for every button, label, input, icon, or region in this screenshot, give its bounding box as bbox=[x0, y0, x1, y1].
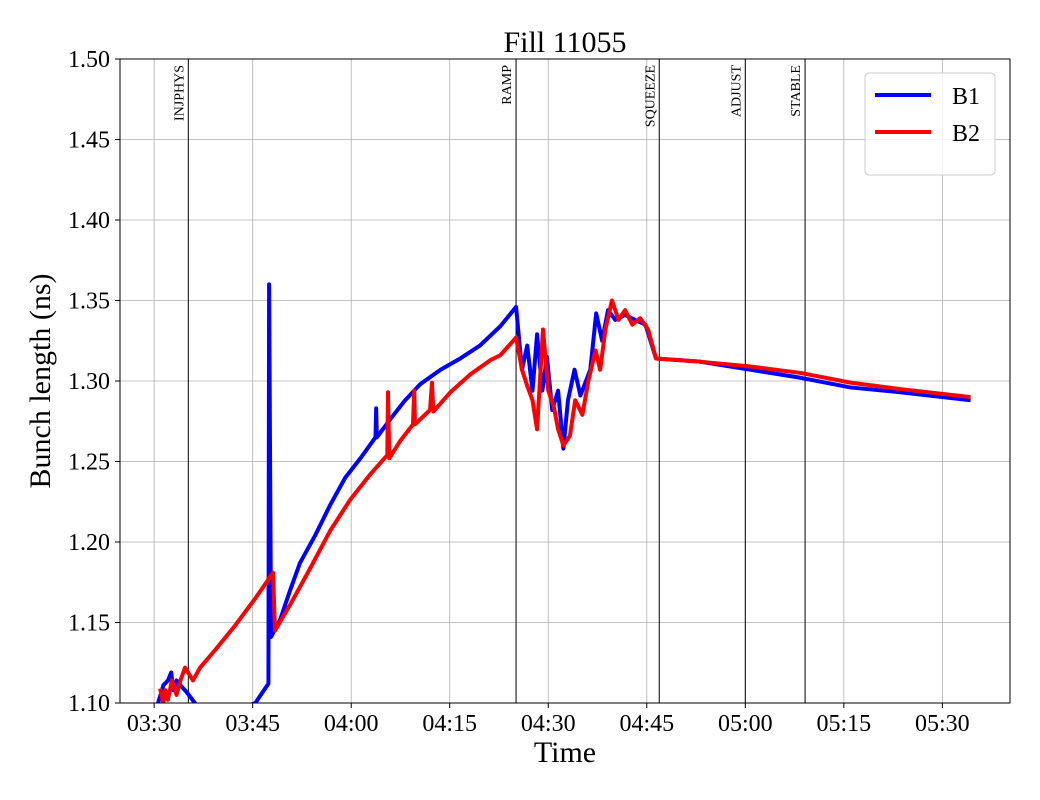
x-tick-label: 04:45 bbox=[619, 711, 674, 737]
y-tick-label: 1.15 bbox=[68, 611, 110, 637]
y-tick-label: 1.30 bbox=[68, 369, 110, 395]
x-tick-label: 03:30 bbox=[127, 711, 182, 737]
x-tick-label: 05:30 bbox=[915, 711, 970, 737]
phase-label: INJPHYS bbox=[172, 65, 187, 121]
y-tick-label: 1.45 bbox=[68, 128, 110, 154]
x-tick-label: 05:00 bbox=[718, 711, 773, 737]
y-tick-label: 1.40 bbox=[68, 208, 110, 234]
y-tick-label: 1.20 bbox=[68, 530, 110, 556]
chart-title: Fill 11055 bbox=[503, 26, 626, 59]
legend-label: B1 bbox=[952, 84, 980, 110]
plot-frame bbox=[119, 58, 1011, 704]
plot-lines bbox=[156, 282, 971, 703]
phase-label: SQUEEZE bbox=[643, 65, 658, 127]
y-tick-label: 1.50 bbox=[68, 47, 110, 73]
x-tick-label: 03:45 bbox=[225, 711, 280, 737]
x-tick-label: 04:00 bbox=[324, 711, 379, 737]
x-tick-label: 04:30 bbox=[521, 711, 576, 737]
series-line bbox=[156, 282, 971, 703]
x-tick-label: 05:15 bbox=[816, 711, 871, 737]
y-tick-label: 1.35 bbox=[68, 289, 110, 315]
phase-label: ADJUST bbox=[729, 65, 744, 118]
y-axis-label: Bunch length (ns) bbox=[24, 274, 57, 489]
x-axis-label: Time bbox=[534, 736, 596, 769]
y-tick-label: 1.25 bbox=[68, 450, 110, 476]
series-line bbox=[158, 298, 971, 703]
phase-label: RAMP bbox=[500, 65, 515, 105]
phase-label: STABLE bbox=[789, 65, 804, 117]
x-tick-label: 04:15 bbox=[422, 711, 477, 737]
y-tick-label: 1.10 bbox=[68, 691, 110, 717]
legend-label: B2 bbox=[952, 121, 980, 147]
legend-box bbox=[864, 72, 996, 176]
